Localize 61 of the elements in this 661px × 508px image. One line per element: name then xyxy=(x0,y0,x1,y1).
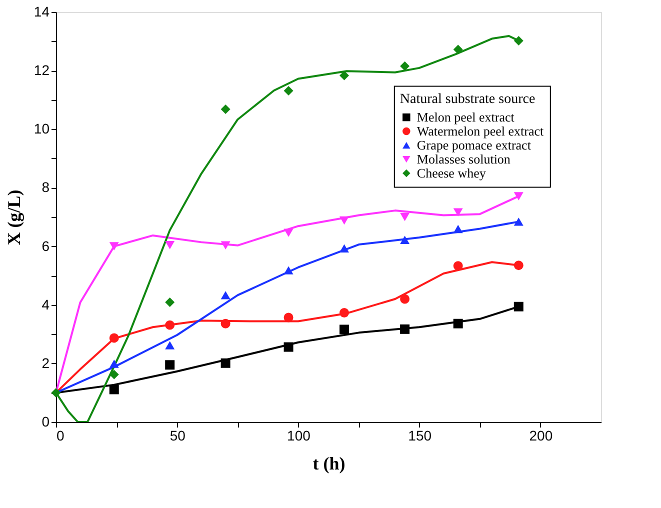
point xyxy=(220,358,230,368)
point xyxy=(109,384,119,394)
point xyxy=(514,260,524,270)
point xyxy=(220,318,230,328)
point xyxy=(453,224,463,234)
x-axis-title: t (h) xyxy=(312,454,346,474)
x-tick-label: 50 xyxy=(170,428,186,444)
point xyxy=(109,360,119,368)
y-tick-label: 8 xyxy=(42,179,50,196)
point xyxy=(514,192,524,200)
point xyxy=(340,324,349,334)
point xyxy=(514,218,524,226)
legend-label: Melon peel extract xyxy=(416,109,515,124)
point xyxy=(284,312,294,322)
point xyxy=(453,261,463,271)
legend-label: Grape pomace extract xyxy=(416,137,532,152)
point xyxy=(165,341,175,350)
point xyxy=(400,324,410,334)
x-tick-label: 200 xyxy=(529,428,553,444)
legend-label: Watermelon peel extract xyxy=(416,123,544,138)
x-tick-label: 100 xyxy=(287,428,311,444)
point xyxy=(165,360,175,370)
point xyxy=(165,320,175,330)
point xyxy=(165,297,175,307)
point xyxy=(340,244,349,252)
point xyxy=(453,208,463,216)
point xyxy=(284,342,294,352)
y-tick-label: 12 xyxy=(34,62,50,78)
point xyxy=(340,308,349,318)
point xyxy=(165,241,175,250)
point xyxy=(400,212,410,222)
legend-label: Cheese whey xyxy=(416,165,486,180)
point xyxy=(340,216,349,225)
point xyxy=(453,44,463,54)
point xyxy=(514,36,524,46)
point xyxy=(284,86,294,96)
y-tick-label: 0 xyxy=(42,414,50,430)
point xyxy=(514,302,524,312)
y-tick-label: 6 xyxy=(42,238,50,254)
point xyxy=(400,236,410,244)
y-axis-title: X (g/L) xyxy=(4,190,24,246)
point xyxy=(220,291,230,300)
x-tick-label: 0 xyxy=(56,428,64,444)
y-tick-label: 2 xyxy=(42,354,50,371)
point xyxy=(109,242,119,250)
point xyxy=(109,333,119,343)
x-tick-label: 150 xyxy=(408,428,432,444)
point xyxy=(400,294,410,304)
point xyxy=(284,266,294,274)
legend-label: Molasses solution xyxy=(416,151,511,166)
point xyxy=(400,61,410,71)
point xyxy=(284,228,294,237)
point xyxy=(109,370,119,380)
y-tick-label: 10 xyxy=(34,120,50,137)
y-tick-label: 4 xyxy=(42,296,50,312)
legend-title: Natural substrate source xyxy=(400,92,536,107)
point xyxy=(220,104,230,114)
point xyxy=(220,241,230,250)
point xyxy=(453,318,463,328)
y-tick-label: 14 xyxy=(34,4,50,20)
point xyxy=(340,70,349,80)
